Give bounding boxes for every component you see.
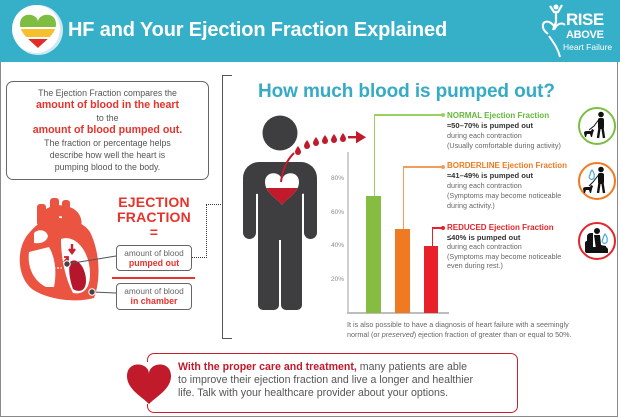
category-range: ≤40% is pumped out	[447, 232, 521, 242]
numerator-line2: pumped out	[128, 258, 180, 268]
category-detail: during activity.)	[447, 201, 495, 210]
category-detail: (Symptoms may become noticeable	[447, 251, 562, 261]
y-tick-label: 20%	[330, 275, 344, 283]
callout-line2: to improve their ejection fraction and l…	[178, 374, 474, 386]
footnote-emphasis: preserved	[381, 329, 414, 339]
intro-highlight: amount of blood in the heart	[35, 99, 179, 112]
category-borderline: BORDERLINE Ejection Fraction ≈41–49% is …	[447, 161, 567, 211]
denominator-box: amount of blood in chamber	[116, 283, 192, 310]
intro-box: The Ejection Fraction compares the amoun…	[6, 81, 209, 180]
category-detail: (Usually comfortable during activity)	[447, 141, 561, 150]
heart-icon	[127, 362, 171, 404]
category-normal: NORMAL Ejection Fraction ≈50–70% is pump…	[447, 111, 561, 151]
callout-bold: With the proper care and treatment,	[178, 361, 357, 373]
page-title: HF and Your Ejection Fraction Explained	[68, 19, 448, 41]
connector-normal	[373, 114, 375, 196]
denominator-line2: in chamber	[130, 296, 178, 306]
bar-borderline	[395, 229, 410, 313]
callout-line1: With the proper care and treatment, many…	[178, 361, 473, 374]
equals-sign: =	[149, 224, 159, 240]
connector-reduced	[431, 227, 433, 246]
intro-line: The fraction or percentage helps	[44, 137, 171, 148]
category-detail: during each contraction	[447, 181, 522, 190]
intro-line: pumping blood to the body.	[54, 162, 161, 173]
category-title: REDUCED Ejection Fraction	[447, 223, 554, 232]
y-tick-label: 60%	[330, 208, 344, 216]
category-detail: during each contraction	[447, 242, 522, 252]
y-tick-label: 40%	[330, 242, 344, 249]
callout-rest: many patients are able	[356, 361, 467, 373]
anatomical-heart-icon	[19, 198, 117, 301]
bar-reduced	[424, 246, 438, 313]
category-range: ≈50–70% is pumped out	[447, 121, 534, 130]
footnote-line1: It is also possible to have a diagnosis …	[347, 320, 569, 329]
denominator-line1: amount of blood	[124, 286, 184, 296]
person-resting-in-chair-icon	[578, 222, 616, 260]
dotted-connector	[192, 257, 207, 258]
intro-line: to the	[96, 112, 119, 123]
logo-heart-failure-text: Heart Failure	[563, 42, 613, 52]
category-detail: even during rest.)	[447, 261, 503, 271]
category-reduced: REDUCED Ejection Fraction ≤40% is pumped…	[447, 223, 561, 271]
connector-borderline	[402, 166, 443, 168]
intro-line: describe how well the heart is	[49, 150, 166, 161]
logo-above-text: ABOVE	[566, 29, 604, 41]
connector-dot	[441, 225, 445, 230]
footnote-line2: normal (or preserved) ejection fraction …	[347, 330, 572, 340]
category-detail: (Symptoms may become noticeable	[447, 191, 562, 200]
bar-normal	[366, 195, 381, 313]
panel-bracket	[222, 75, 232, 339]
numerator-line1: amount of blood	[124, 248, 184, 258]
ejection-fraction-bar-chart: 20% 40% 60% 80%	[331, 100, 449, 314]
category-range: ≈41–49% is pumped out	[447, 171, 534, 180]
category-title: BORDERLINE Ejection Fraction	[447, 161, 568, 170]
fraction-divider	[112, 277, 195, 279]
dotted-connector	[206, 204, 207, 258]
y-axis	[347, 152, 349, 314]
intro-line: The Ejection Fraction compares the	[38, 88, 177, 98]
y-tick-label: 80%	[330, 175, 344, 182]
category-detail: during each contraction	[447, 131, 522, 140]
callout-text: With the proper care and treatment, many…	[178, 361, 473, 400]
preserved-ef-footnote: It is also possible to have a diagnosis …	[347, 320, 572, 339]
connector-dot	[441, 164, 445, 169]
category-title: NORMAL Ejection Fraction	[447, 111, 550, 120]
person-with-heart-icon	[243, 115, 366, 310]
connector-dot	[441, 112, 445, 117]
connector-borderline	[402, 166, 404, 230]
footnote-text: normal (or	[347, 329, 382, 339]
logo-rise-text: RISE	[566, 10, 604, 29]
dotted-connector	[206, 204, 223, 205]
person-walking-dog-sweating-icon	[578, 162, 616, 200]
person-walking-dog-icon	[578, 107, 616, 145]
callout-line3: life. Talk with your healthcare provider…	[178, 387, 449, 399]
intro-highlight: amount of blood pumped out.	[32, 124, 183, 137]
connector-normal	[373, 114, 443, 116]
striped-heart-icon	[12, 5, 63, 55]
blood-drops-arrow-icon	[295, 131, 366, 155]
ejection-fraction-title: EJECTION	[118, 194, 190, 210]
numerator-box: amount of blood pumped out	[116, 245, 192, 271]
chart-title: How much blood is pumped out?	[258, 81, 555, 102]
ejection-fraction-title: FRACTION	[117, 209, 191, 225]
footnote-text: ) ejection fraction of greater than or e…	[413, 329, 572, 339]
connector-reduced	[431, 227, 443, 229]
